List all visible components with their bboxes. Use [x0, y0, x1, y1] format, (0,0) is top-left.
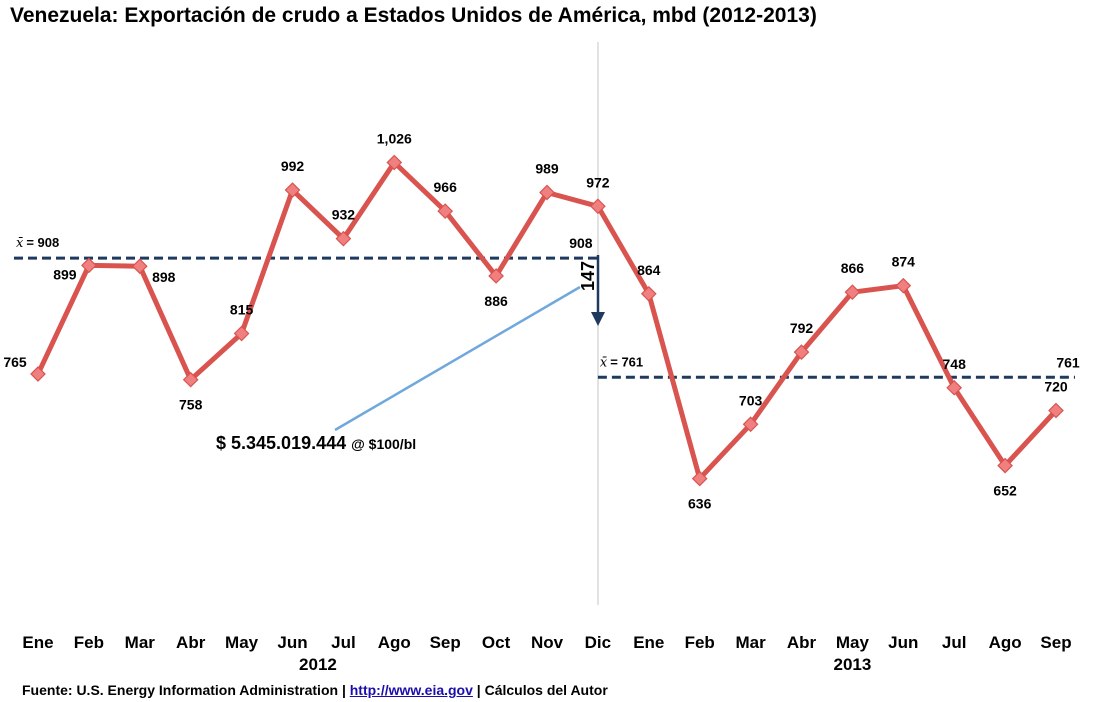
- source-footer: Fuente: U.S. Energy Information Administ…: [22, 682, 608, 698]
- data-label: 636: [688, 496, 712, 512]
- data-label: 864: [637, 262, 661, 278]
- data-point: [539, 184, 555, 201]
- data-point: [997, 457, 1013, 474]
- x-tick-label: Jul: [331, 633, 356, 652]
- x-tick-label: Feb: [74, 633, 104, 652]
- x-tick-label: Ago: [989, 633, 1022, 652]
- data-label: 758: [179, 397, 203, 413]
- mean-lines: x̄ = 908 908 x̄ = 761 761: [14, 235, 1080, 379]
- x-axis-ticks: Ene Feb Mar Abr May Jun Jul Ago Sep Oct Nov Dic Ene F…: [22, 633, 1071, 652]
- data-point: [691, 470, 708, 487]
- x-tick-label: Jun: [277, 633, 307, 652]
- data-point: [946, 379, 963, 396]
- x-tick-label: Nov: [531, 633, 564, 652]
- data-point: [233, 325, 250, 342]
- data-label: 989: [535, 160, 559, 176]
- data-label: 866: [841, 260, 865, 276]
- drop-label: 147: [578, 261, 598, 291]
- year-labels: 2012 2013: [299, 655, 871, 674]
- mean-end-label: 761: [1056, 354, 1080, 370]
- x-tick-label: Oct: [482, 633, 511, 652]
- data-point: [81, 257, 97, 274]
- x-tick-label: Sep: [1040, 633, 1071, 652]
- data-label: 720: [1044, 378, 1068, 394]
- footer-source: Fuente: U.S. Energy Information Administ…: [22, 682, 346, 698]
- data-point: [284, 182, 301, 198]
- data-label: 765: [3, 354, 27, 370]
- data-point: [590, 198, 606, 215]
- series-polyline: [35, 160, 1059, 482]
- x-tick-label: Jul: [942, 633, 967, 652]
- series-markers: [30, 154, 1064, 487]
- x-tick-label: Ene: [633, 633, 664, 652]
- data-point: [640, 285, 657, 302]
- x-tick-label: Dic: [585, 633, 611, 652]
- chart-title: Venezuela: Exportación de crudo a Estado…: [10, 4, 817, 27]
- data-point: [437, 203, 454, 219]
- data-point: [844, 284, 861, 301]
- data-point: [30, 366, 46, 382]
- data-point: [131, 258, 148, 275]
- data-label: 703: [739, 392, 763, 408]
- data-label: 652: [993, 483, 1017, 499]
- x-tick-label: Mar: [735, 633, 766, 652]
- x-tick-label: Ene: [22, 633, 53, 652]
- data-label: 874: [892, 254, 916, 270]
- data-point: [1048, 402, 1064, 419]
- annotation-amount: $ 5.345.019.444 @ $100/bl: [216, 433, 416, 453]
- data-label: 748: [943, 356, 967, 372]
- data-label: 972: [586, 174, 610, 190]
- x-tick-label: Sep: [430, 633, 461, 652]
- data-label: 815: [230, 302, 254, 318]
- data-point: [793, 344, 810, 360]
- data-labels: 765 899 898 758 815 992 932 1,026 966 886 989 972 86…: [3, 130, 1068, 511]
- annotation-group: $ 5.345.019.444 @ $100/bl 147: [216, 255, 605, 453]
- data-label: 932: [332, 207, 356, 223]
- data-label: 899: [53, 266, 77, 282]
- x-tick-label: Abr: [176, 633, 206, 652]
- year-label: 2012: [299, 655, 337, 674]
- x-tick-label: Abr: [787, 633, 817, 652]
- data-label: 898: [152, 269, 176, 285]
- data-label: 992: [281, 158, 305, 174]
- data-point: [386, 154, 403, 171]
- data-label: 966: [434, 179, 458, 195]
- data-point: [335, 230, 352, 247]
- x-tick-label: Feb: [685, 633, 715, 652]
- mean-label: x̄ = 908: [16, 235, 59, 251]
- data-label: 1,026: [377, 130, 412, 146]
- annotation-pointer: [334, 285, 581, 432]
- year-label: 2013: [833, 655, 871, 674]
- data-point: [488, 268, 504, 284]
- data-label: 792: [790, 320, 814, 336]
- mean-end-label: 908: [569, 235, 593, 251]
- mean-label: x̄ = 761: [600, 354, 643, 370]
- data-point: [742, 416, 759, 433]
- x-tick-label: Mar: [125, 633, 156, 652]
- x-tick-label: May: [836, 633, 870, 652]
- series-line: [35, 160, 1059, 482]
- data-point: [182, 371, 199, 388]
- x-tick-label: Ago: [378, 633, 411, 652]
- data-point: [895, 277, 912, 294]
- drop-arrow-head: [591, 312, 605, 326]
- source-link[interactable]: http://www.eia.gov: [349, 682, 473, 698]
- footer-author: | Cálculos del Autor: [476, 682, 608, 698]
- x-tick-label: Jun: [888, 633, 918, 652]
- data-label: 886: [484, 293, 508, 309]
- x-tick-label: May: [225, 633, 259, 652]
